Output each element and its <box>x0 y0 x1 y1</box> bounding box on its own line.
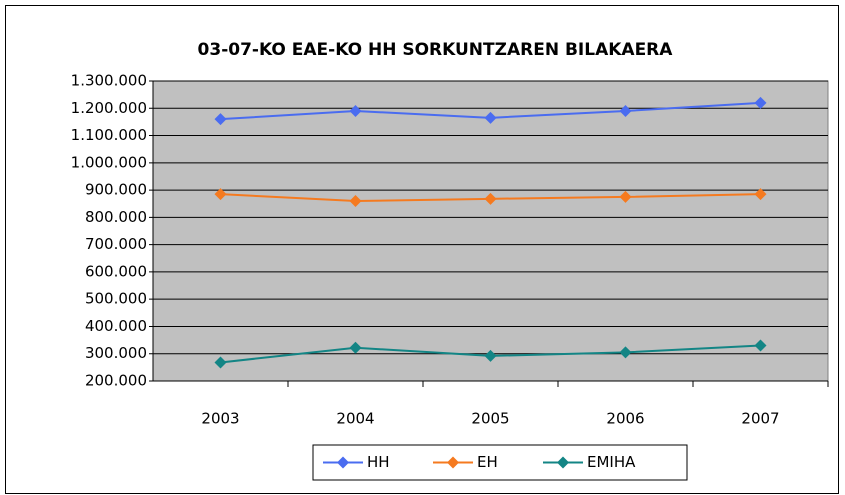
y-tick-label: 300.000 <box>85 344 147 362</box>
y-tick-label: 1.000.000 <box>71 153 147 171</box>
marker <box>214 188 227 201</box>
marker <box>349 105 362 117</box>
y-tick-label: 700.000 <box>85 235 147 253</box>
marker <box>349 341 362 354</box>
legend-marker <box>337 456 349 469</box>
marker <box>754 188 767 201</box>
y-tick-label: 600.000 <box>85 262 147 280</box>
legend-label: EH <box>477 453 498 471</box>
y-tick-label: 1.300.000 <box>71 72 147 90</box>
x-tick-label: 2007 <box>741 410 779 428</box>
marker <box>484 349 497 362</box>
y-tick-label: 800.000 <box>85 208 147 226</box>
y-tick-label: 1.100.000 <box>71 126 147 144</box>
y-tick-label: 1.200.000 <box>71 99 147 117</box>
legend-label: EMIHA <box>587 453 636 471</box>
marker <box>754 96 767 109</box>
x-tick-label: 2005 <box>471 410 509 428</box>
x-tick-label: 2004 <box>336 410 374 428</box>
y-tick-label: 400.000 <box>85 317 147 335</box>
y-tick-label: 900.000 <box>85 181 147 199</box>
legend <box>312 444 688 481</box>
marker <box>754 339 767 352</box>
marker <box>214 356 227 369</box>
legend-label: HH <box>367 453 390 471</box>
chart-title: 03-07-KO EAE-KO HH SORKUNTZAREN BILAKAER… <box>198 40 674 60</box>
marker <box>349 195 362 207</box>
marker <box>619 346 632 359</box>
x-tick-label: 2003 <box>201 410 239 428</box>
x-tick-label: 2006 <box>606 410 644 428</box>
marker <box>484 111 497 124</box>
marker <box>619 190 632 203</box>
y-tick-label: 200.000 <box>85 372 147 390</box>
marker <box>484 192 497 205</box>
marker <box>619 105 632 117</box>
y-tick-label: 500.000 <box>85 290 147 308</box>
legend-marker <box>557 456 569 469</box>
marker <box>214 113 227 126</box>
plot-area <box>152 80 829 382</box>
legend-marker <box>447 456 459 469</box>
